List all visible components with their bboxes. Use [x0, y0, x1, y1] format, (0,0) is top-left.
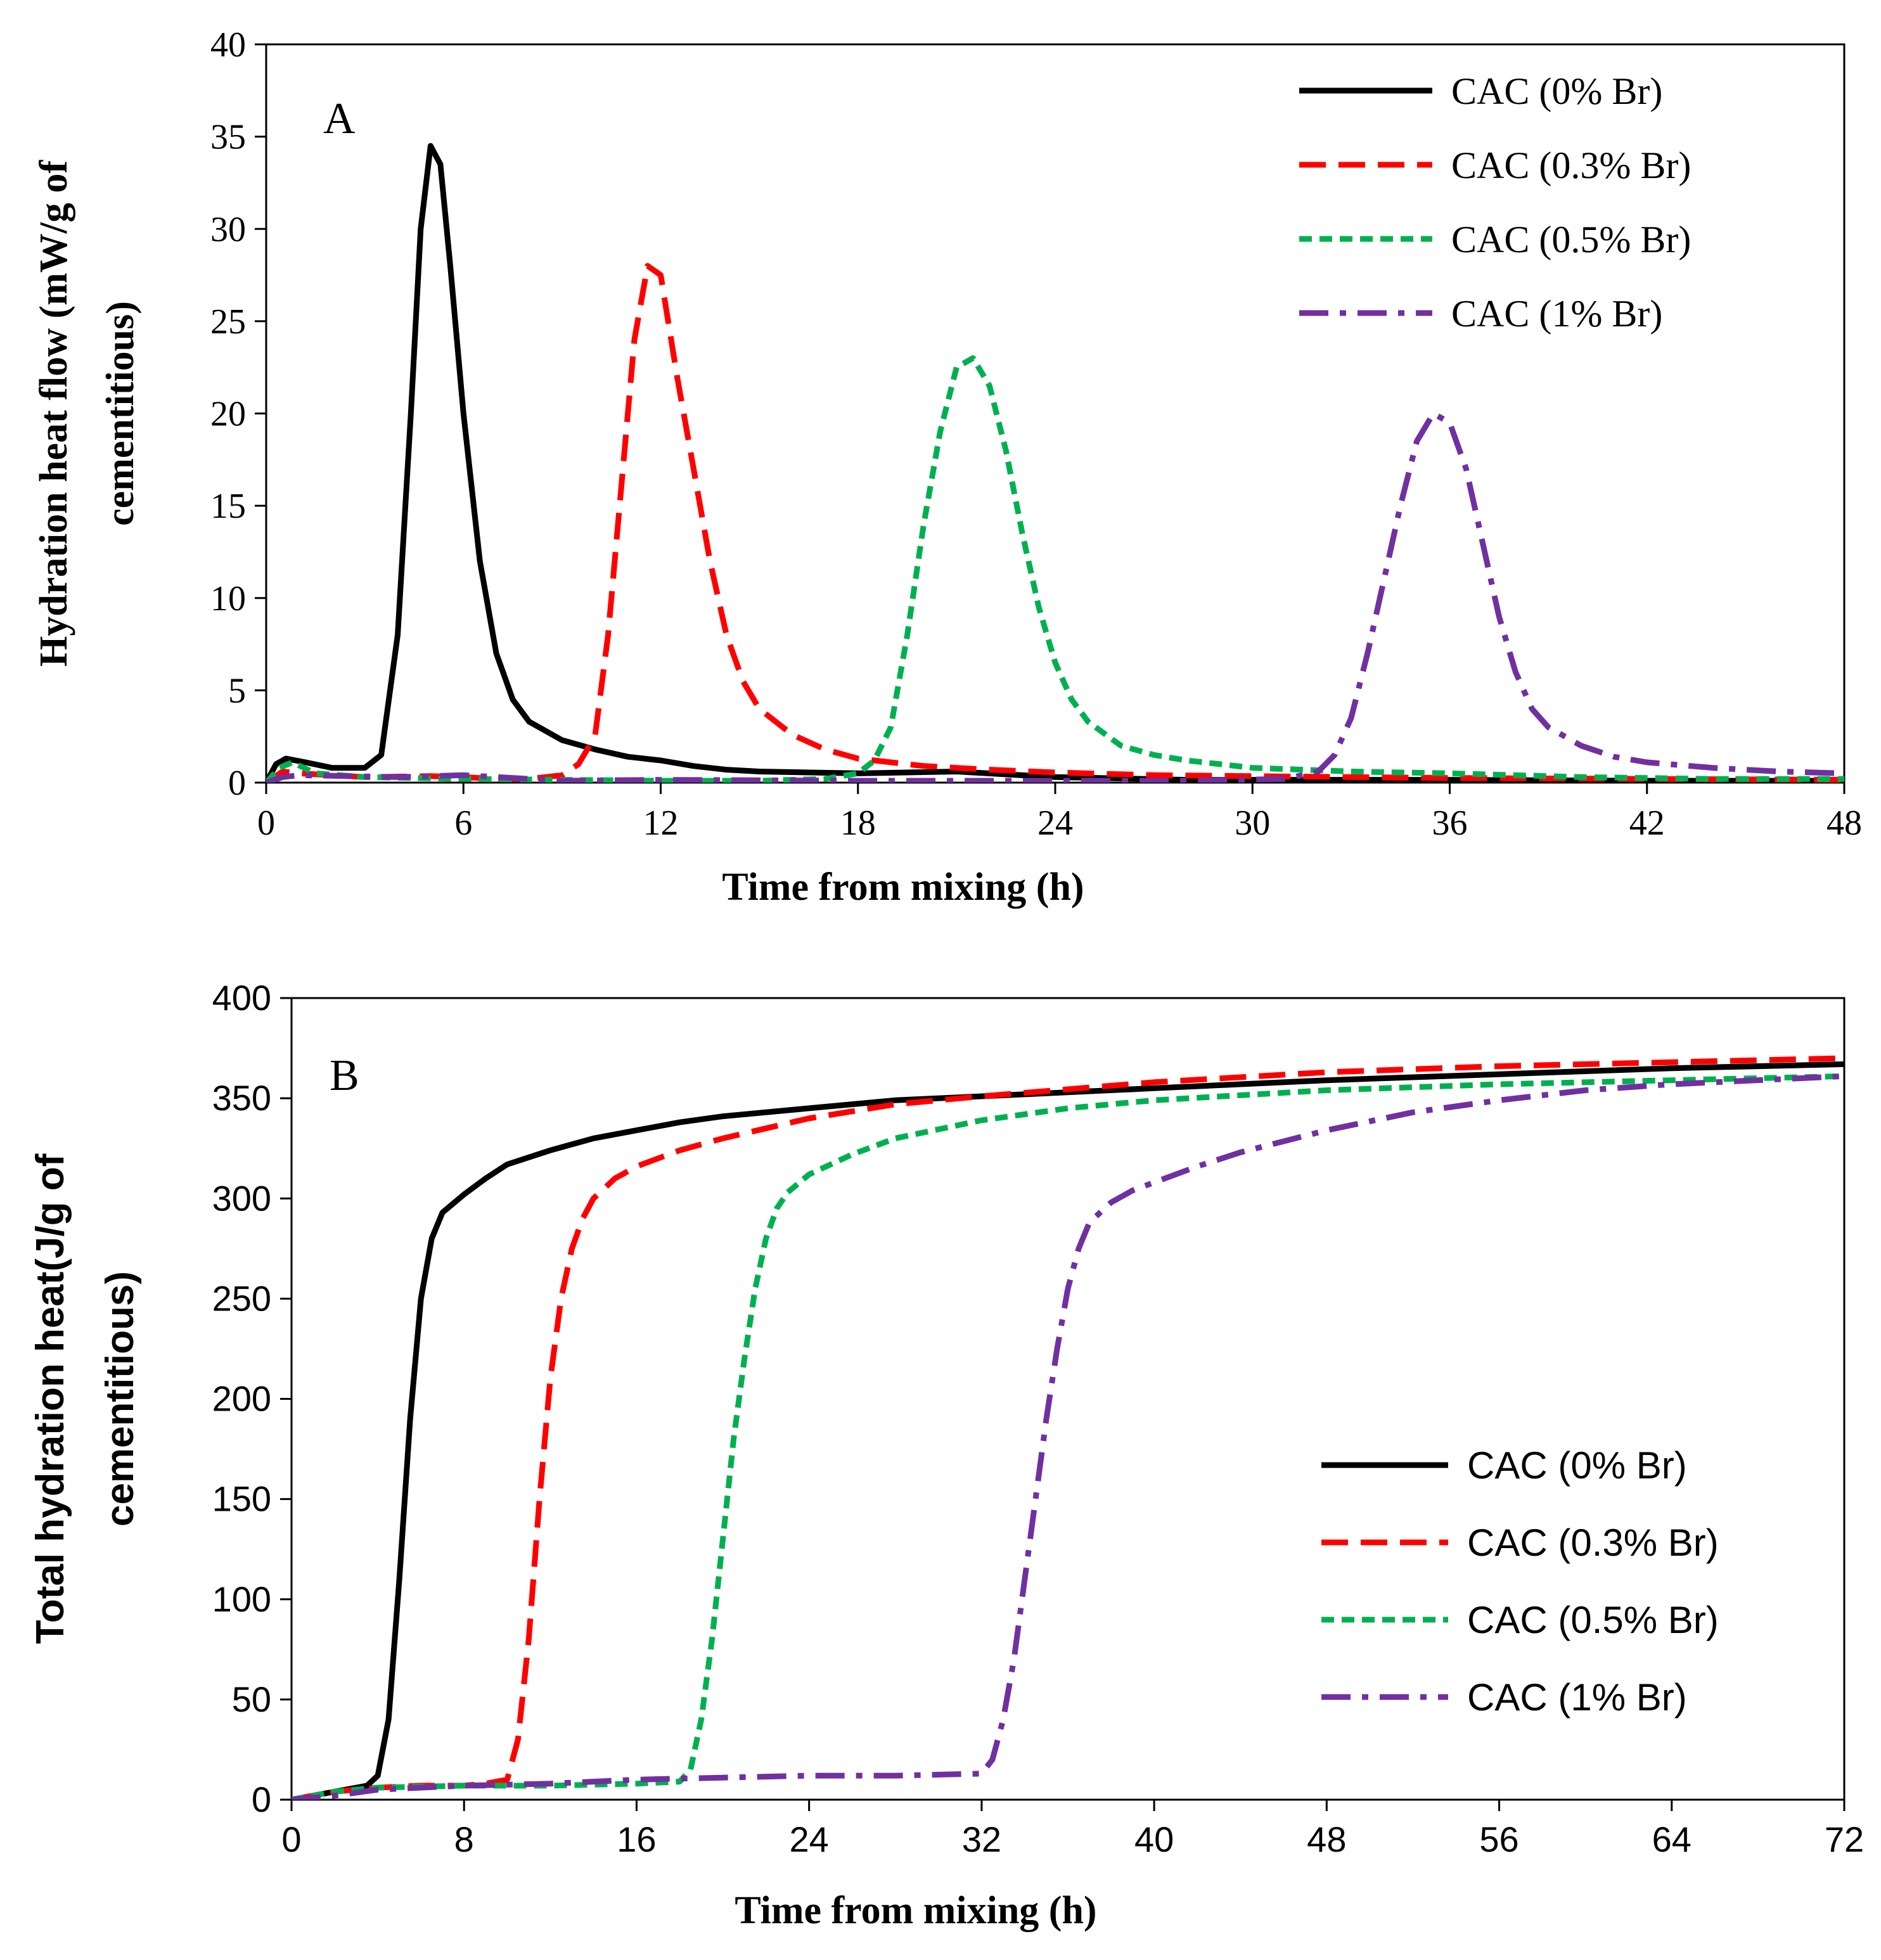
series-line-3	[292, 1073, 1844, 1800]
chart-panel-a: 0 6 12 18 24 30 36 42 48 0 5 10 15 20 25 30 35 40 Time fro…	[32, 25, 1862, 909]
y-tick-label: 15	[210, 487, 246, 526]
x-tick-label: 30	[1235, 804, 1270, 843]
series-line-4	[266, 411, 1844, 783]
y-axis-label-line-2: cementitious)	[98, 1271, 142, 1527]
series-line-4	[292, 1073, 1844, 1800]
y-tick-label: 30	[210, 210, 246, 249]
x-tick-label: 48	[1826, 804, 1862, 843]
x-tick-label: 42	[1629, 804, 1665, 843]
chart-panel-b: 0 8 16 24 32 40 48 56 64 72 0 50 100 150 200 250 300 350 4…	[29, 978, 1864, 1932]
x-tick-label: 12	[643, 804, 679, 843]
x-tick-label: 0	[281, 1819, 301, 1859]
legend-label-4: CAC (1% Br)	[1451, 293, 1662, 335]
legend-label-3: CAC (0.5% Br)	[1467, 1599, 1719, 1641]
y-axis-label-line-2: cementitious)	[99, 301, 142, 526]
legend-label-3: CAC (0.5% Br)	[1451, 219, 1691, 260]
panel-letter: A	[323, 94, 356, 143]
legend-label-2: CAC (0.3% Br)	[1451, 144, 1691, 186]
x-tick-label: 40	[1134, 1819, 1174, 1859]
x-tick-label: 18	[840, 804, 876, 843]
y-tick-label: 25	[210, 302, 246, 342]
series-line-2	[266, 263, 1844, 783]
y-tick-label: 100	[212, 1579, 271, 1619]
series-line-1	[266, 143, 1844, 783]
x-tick-label: 64	[1652, 1819, 1692, 1859]
series-line-3	[266, 355, 1844, 783]
y-axis-label-line-1: Total hydration heat(J/g of	[29, 1153, 72, 1644]
y-tick-label: 40	[210, 25, 246, 65]
legend-label-4: CAC (1% Br)	[1467, 1676, 1687, 1719]
legend-label-2: CAC (0.3% Br)	[1467, 1521, 1719, 1564]
y-tick-label: 300	[212, 1178, 271, 1218]
y-tick-label: 0	[228, 764, 246, 803]
y-axis-label-line-1: Hydration heat flow (mW/g of	[32, 160, 75, 667]
x-tick-label: 32	[962, 1819, 1001, 1859]
x-axis-label: Time from mixing (h)	[722, 866, 1084, 909]
x-tick-label: 24	[790, 1819, 829, 1859]
y-tick-label: 50	[232, 1679, 271, 1719]
y-tick-label: 250	[212, 1278, 271, 1318]
x-axis-label: Time from mixing (h)	[735, 1889, 1096, 1932]
x-tick-label: 72	[1825, 1819, 1864, 1859]
y-tick-label: 200	[212, 1379, 271, 1419]
y-tick-label: 400	[212, 978, 271, 1018]
y-tick-label: 0	[252, 1779, 271, 1819]
x-tick-label: 56	[1479, 1819, 1518, 1859]
y-tick-label: 10	[210, 579, 246, 618]
x-tick-label: 16	[617, 1819, 656, 1859]
x-tick-label: 48	[1307, 1819, 1346, 1859]
x-tick-label: 6	[454, 804, 472, 843]
y-tick-label: 35	[210, 118, 246, 157]
y-tick-label: 350	[212, 1078, 271, 1118]
x-tick-label: 8	[454, 1819, 474, 1859]
y-tick-label: 20	[210, 395, 246, 434]
x-tick-label: 24	[1037, 804, 1073, 843]
legend-label-1: CAC (0% Br)	[1451, 70, 1662, 112]
x-tick-label: 0	[257, 804, 275, 843]
y-tick-label: 150	[212, 1479, 271, 1519]
y-tick-label: 5	[228, 671, 246, 710]
x-tick-label: 36	[1432, 804, 1468, 843]
legend-label-1: CAC (0% Br)	[1467, 1444, 1687, 1487]
series-line-1	[292, 1061, 1844, 1800]
panel-letter: B	[330, 1051, 359, 1100]
